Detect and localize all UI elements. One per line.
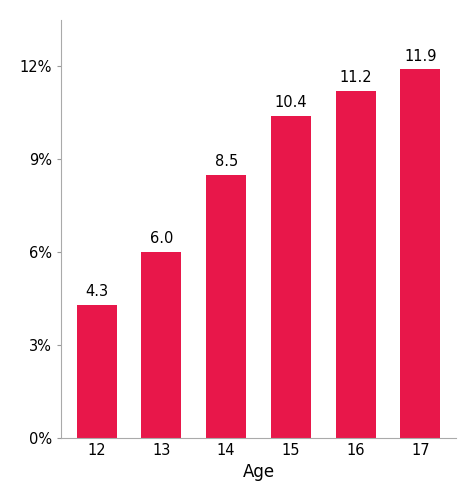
Bar (141, 252, 181, 438)
Bar (77, 305, 117, 438)
Text: 4.3: 4.3 (85, 284, 108, 299)
Bar (400, 69, 440, 438)
Text: 11.9: 11.9 (404, 49, 437, 63)
Text: 11.2: 11.2 (339, 70, 372, 85)
Text: 10.4: 10.4 (274, 95, 307, 110)
Text: 8.5: 8.5 (214, 154, 238, 169)
Bar (206, 175, 246, 438)
Bar (336, 91, 376, 438)
Bar (271, 116, 311, 438)
X-axis label: Age: Age (243, 463, 274, 481)
Text: 6.0: 6.0 (150, 231, 173, 246)
